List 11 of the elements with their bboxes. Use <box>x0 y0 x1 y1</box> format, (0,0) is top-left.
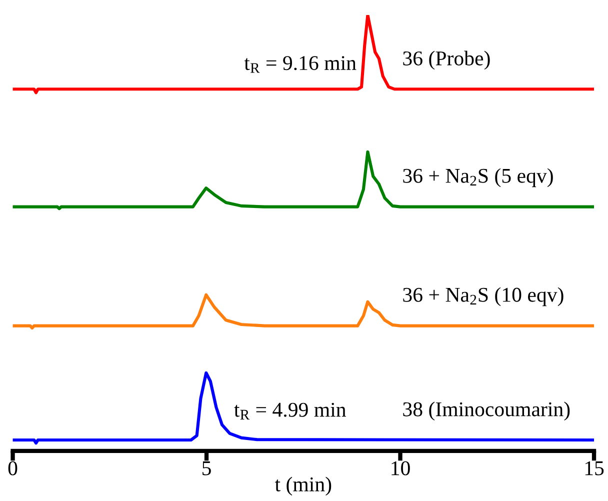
x-tick-label: 0 <box>8 461 18 476</box>
x-tick-label: 15 <box>585 461 604 476</box>
x-tick-label: 10 <box>392 461 410 476</box>
x-axis-title: t (min) <box>274 476 332 496</box>
annotation: t$_{R}$ = 9.16 min <box>244 56 356 73</box>
series-label: 36 + Na$_{2}$S (5 eqv) <box>403 168 553 188</box>
series-label: 38 (Iminocoumarin) <box>403 402 570 421</box>
series-label: 36 (Probe) <box>403 50 490 70</box>
series-label: 36 + Na$_{2}$S (10 eqv) <box>403 287 564 306</box>
annotation: t$_{R}$ = 4.99 min <box>234 402 346 420</box>
x-tick-label: 5 <box>202 461 211 476</box>
